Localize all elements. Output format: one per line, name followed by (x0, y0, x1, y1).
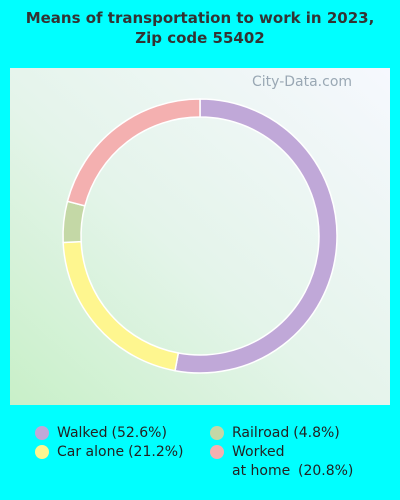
legend-value: (4.8%) (293, 425, 340, 441)
chart-title: Means of transportation to work in 2023,… (25, 9, 375, 47)
legend-name: Car alone (57, 444, 125, 460)
legend-marker (35, 426, 49, 440)
legend-name: Walked (57, 425, 108, 441)
legend-entry: Worked at home (20.8%) (232, 443, 362, 481)
legend-marker (35, 445, 49, 459)
legend-value: (52.6%) (111, 425, 167, 441)
donut-segment (66, 98, 201, 207)
watermark: City-Data.com (252, 74, 352, 90)
legend-marker (210, 426, 224, 440)
legend-value: (21.2%) (128, 444, 184, 460)
legend-marker (210, 445, 224, 459)
legend-entry: Railroad (4.8%) (232, 424, 382, 443)
legend-name: Worked at home (232, 444, 291, 479)
legend-entry: Car alone (21.2%) (57, 443, 207, 462)
donut-segment (62, 200, 86, 244)
legend-value: (20.8%) (298, 463, 354, 479)
legend-entry: Walked (52.6%) (57, 424, 207, 443)
legend-name: Railroad (232, 425, 290, 441)
